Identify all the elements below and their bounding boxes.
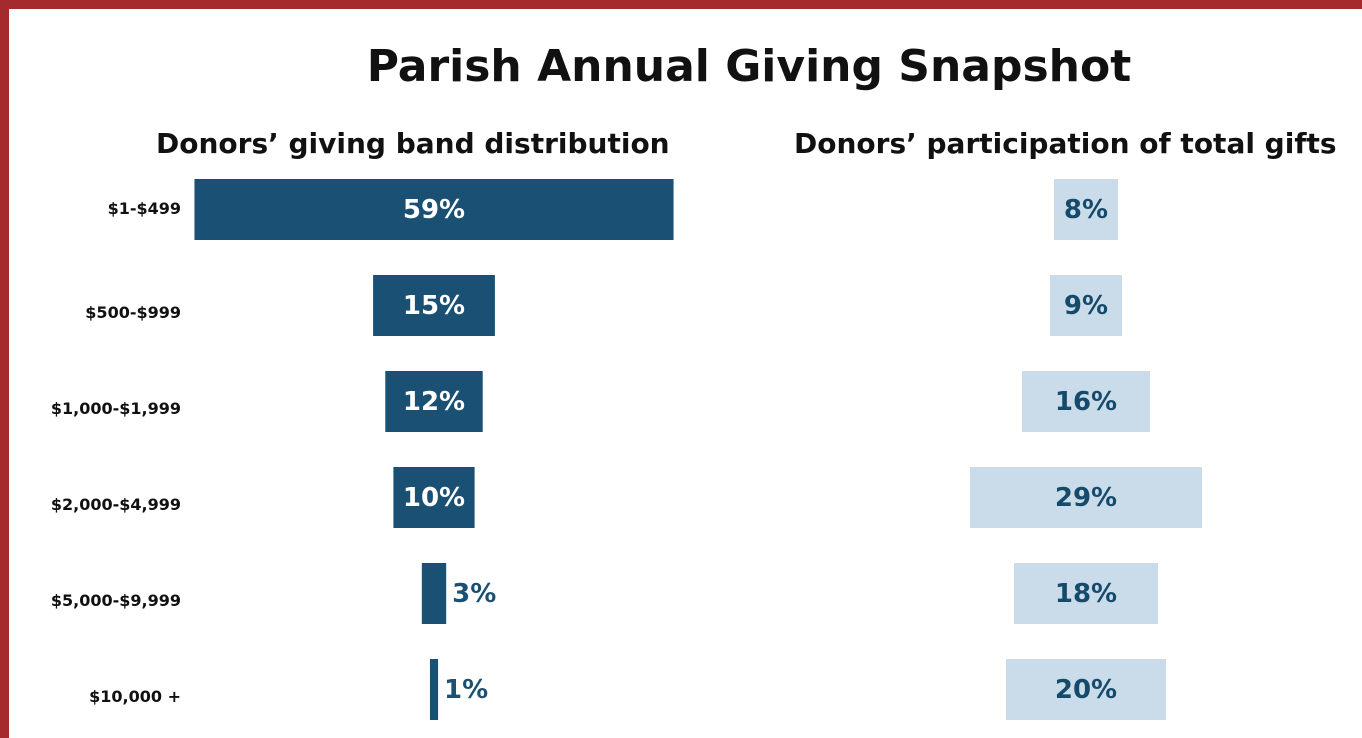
distribution-data-label: 15% [403, 291, 465, 321]
participation-bar [1014, 563, 1158, 624]
chart-frame: Parish Annual Giving Snapshot Donors’ gi… [9, 9, 1362, 738]
category-label: $1,000-$1,999 [51, 399, 181, 418]
participation-bar [1022, 371, 1150, 432]
distribution-data-label: 59% [403, 195, 465, 225]
category-label: $1-$499 [108, 199, 181, 218]
participation-data-label: 29% [1055, 483, 1117, 513]
participation-data-label: 18% [1055, 579, 1117, 609]
participation-bar [970, 467, 1202, 528]
distribution-bar [393, 467, 475, 528]
distribution-bar [385, 371, 483, 432]
distribution-data-label: 12% [403, 387, 465, 417]
category-label: $10,000 + [89, 687, 181, 706]
distribution-bar [373, 275, 495, 336]
participation-data-label: 8% [1064, 195, 1108, 225]
left-panel-title: Donors’ giving band distribution [156, 127, 670, 160]
distribution-data-label: 3% [452, 579, 496, 609]
participation-bar [1054, 179, 1118, 240]
category-label: $2,000-$4,999 [51, 495, 181, 514]
chart-canvas: $1-$499 $500-$999 $1,000-$1,999 $2,000-$4,9… [51, 179, 1202, 720]
participation-bar [1006, 659, 1166, 720]
participation-data-label: 20% [1055, 675, 1117, 705]
category-label: $5,000-$9,999 [51, 591, 181, 610]
chart-title: Parish Annual Giving Snapshot [366, 41, 1132, 92]
right-panel-title: Donors’ participation of total gifts [794, 127, 1337, 160]
distribution-data-label: 10% [403, 483, 465, 513]
distribution-bar [429, 659, 439, 720]
distribution-bar [421, 563, 447, 624]
distribution-bar [194, 179, 674, 240]
category-label: $500-$999 [85, 303, 181, 322]
distribution-data-label: 1% [444, 675, 488, 705]
participation-bar [1050, 275, 1122, 336]
participation-data-label: 16% [1055, 387, 1117, 417]
participation-data-label: 9% [1064, 291, 1108, 321]
